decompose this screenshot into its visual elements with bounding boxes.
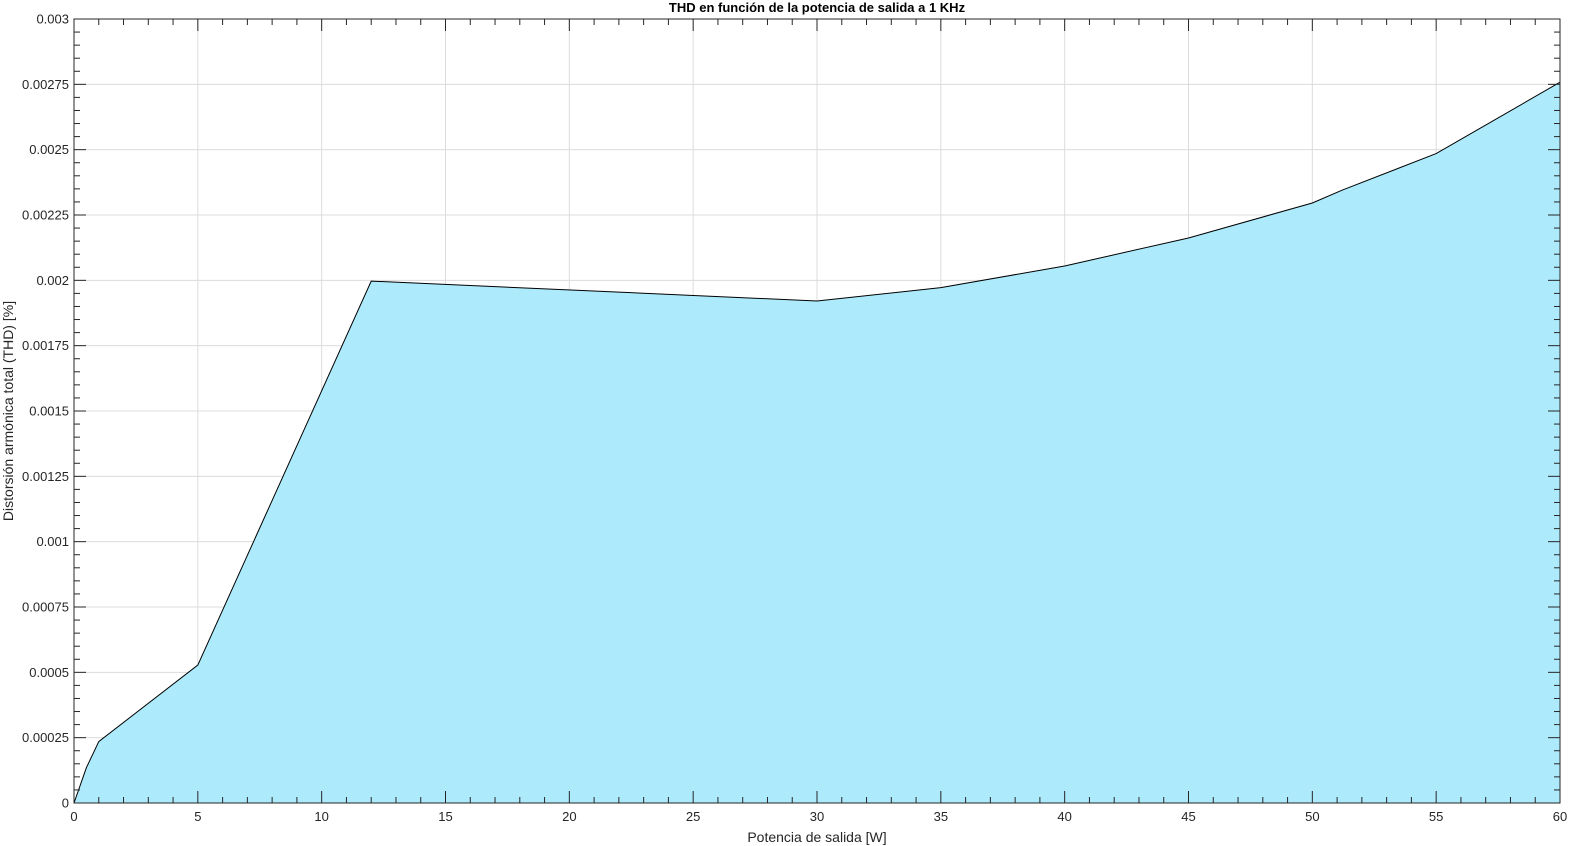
y-tick-label: 0.00075 bbox=[22, 600, 69, 615]
y-tick-label: 0.0025 bbox=[29, 142, 69, 157]
thd-area-line bbox=[73, 81, 1561, 804]
x-tick-label: 20 bbox=[562, 809, 576, 824]
y-tick-label: 0.00225 bbox=[22, 208, 69, 223]
plot-area bbox=[73, 81, 1561, 804]
x-tick-labels: 0 5 10 15 20 25 30 35 40 45 50 55 60 bbox=[70, 809, 1567, 824]
x-tick-label: 0 bbox=[70, 809, 77, 824]
x-tick-label: 55 bbox=[1429, 809, 1443, 824]
y-tick-labels: 0 0.00025 0.0005 0.00075 0.001 0.00125 0.0015 0… bbox=[22, 12, 69, 811]
y-tick-label: 0.0005 bbox=[29, 665, 69, 680]
thd-area-fill bbox=[74, 82, 1560, 804]
x-axis-title: Potencia de salida [W] bbox=[747, 829, 886, 845]
x-tick-label: 5 bbox=[194, 809, 201, 824]
x-tick-label: 10 bbox=[314, 809, 328, 824]
x-tick-label: 35 bbox=[934, 809, 948, 824]
x-tick-label: 30 bbox=[810, 809, 824, 824]
y-tick-label: 0.001 bbox=[36, 534, 69, 549]
x-tick-label: 60 bbox=[1553, 809, 1567, 824]
x-tick-label: 15 bbox=[438, 809, 452, 824]
y-tick-label: 0.00275 bbox=[22, 77, 69, 92]
y-tick-label: 0 bbox=[62, 796, 69, 811]
y-tick-label: 0.00175 bbox=[22, 338, 69, 353]
y-tick-label: 0.0015 bbox=[29, 404, 69, 419]
y-tick-label: 0.003 bbox=[36, 12, 69, 27]
x-tick-label: 45 bbox=[1181, 809, 1195, 824]
y-tick-label: 0.00025 bbox=[22, 730, 69, 745]
y-axis-title: Distorsión armónica total (THD) [%] bbox=[0, 301, 16, 521]
chart-title: THD en función de la potencia de salida … bbox=[669, 0, 966, 15]
y-tick-label: 0.00125 bbox=[22, 469, 69, 484]
x-tick-label: 40 bbox=[1057, 809, 1071, 824]
x-tick-label: 50 bbox=[1305, 809, 1319, 824]
tick-marks bbox=[73, 18, 1561, 804]
x-tick-label: 25 bbox=[686, 809, 700, 824]
y-tick-label: 0.002 bbox=[36, 273, 69, 288]
